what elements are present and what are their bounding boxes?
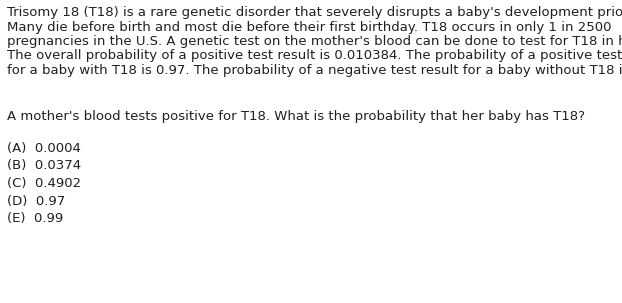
Text: Trisomy 18 (T18) is a rare genetic disorder that severely disrupts a baby's deve: Trisomy 18 (T18) is a rare genetic disor… [7,6,622,19]
Text: (C)  0.4902: (C) 0.4902 [7,177,81,190]
Text: (D)  0.97: (D) 0.97 [7,195,65,208]
Text: The overall probability of a positive test result is 0.010384. The probability o: The overall probability of a positive te… [7,49,622,62]
Text: (A)  0.0004: (A) 0.0004 [7,142,81,155]
Text: pregnancies in the U.S. A genetic test on the mother's blood can be done to test: pregnancies in the U.S. A genetic test o… [7,35,622,48]
Text: (E)  0.99: (E) 0.99 [7,212,63,225]
Text: for a baby with T18 is 0.97. The probability of a negative test result for a bab: for a baby with T18 is 0.97. The probabi… [7,64,622,77]
Text: (B)  0.0374: (B) 0.0374 [7,159,81,172]
Text: Many die before birth and most die before their first birthday. T18 occurs in on: Many die before birth and most die befor… [7,21,611,34]
Text: A mother's blood tests positive for T18. What is the probability that her baby h: A mother's blood tests positive for T18.… [7,110,585,123]
